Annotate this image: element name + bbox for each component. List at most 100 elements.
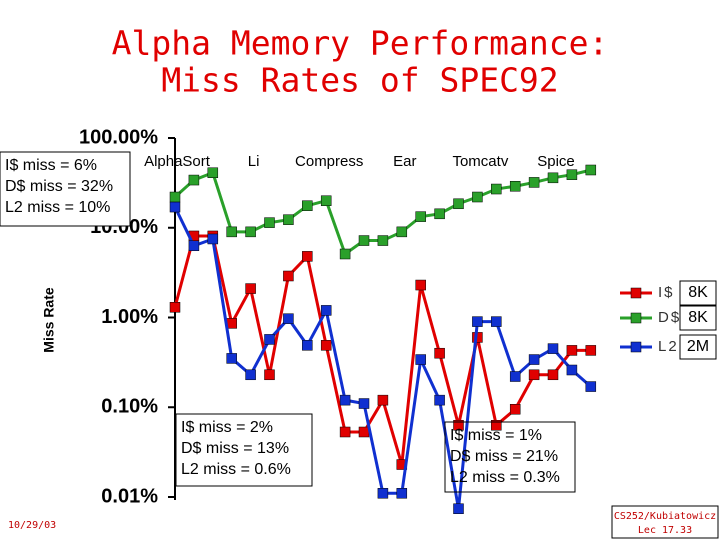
- data-point: [434, 347, 445, 359]
- data-point: [169, 201, 181, 213]
- data-point: [434, 394, 445, 406]
- data-point: [302, 200, 313, 211]
- data-point: [547, 369, 559, 381]
- data-point: [226, 353, 237, 364]
- data-point: [491, 183, 502, 195]
- data-point: [396, 226, 408, 238]
- data-point: [585, 164, 597, 176]
- legend-size-box: [679, 280, 717, 306]
- data-point: [320, 195, 332, 206]
- legend-size: 8K: [688, 309, 708, 326]
- data-point: [339, 248, 351, 260]
- annotation-text: D$ miss = 21%: [450, 448, 558, 465]
- data-point: [547, 343, 559, 354]
- data-point: [453, 503, 464, 514]
- data-point: [283, 214, 294, 225]
- x-category-label: Li: [248, 153, 260, 170]
- legend-size-box: [679, 334, 717, 360]
- legend-marker: [630, 341, 642, 353]
- title-line: Alpha Memory Performance:: [112, 24, 609, 63]
- data-point: [264, 217, 275, 228]
- data-point: [528, 177, 540, 188]
- data-point: [169, 302, 181, 313]
- footer-lecture: Lec 17.33: [638, 525, 692, 536]
- title-line: Miss Rates of SPEC92: [161, 61, 558, 100]
- data-point: [339, 426, 351, 438]
- data-point: [207, 233, 219, 245]
- data-point: [566, 169, 578, 180]
- y-tick-label: 0.01%: [101, 485, 158, 507]
- legend-label: I$: [658, 284, 675, 301]
- annotation-box: [0, 151, 131, 227]
- data-point: [491, 420, 502, 431]
- data-point: [302, 340, 313, 351]
- data-point: [472, 191, 483, 203]
- data-point: [188, 240, 200, 252]
- data-point: [207, 167, 219, 179]
- data-point: [377, 235, 389, 246]
- x-category-label: Spice: [537, 153, 575, 170]
- y-tick-label: 0.10%: [101, 396, 158, 418]
- data-point: [415, 211, 426, 222]
- legend-size: 2M: [687, 338, 709, 355]
- footer-box: [611, 505, 719, 539]
- data-point: [434, 208, 445, 220]
- data-point: [283, 270, 294, 282]
- y-axis-label: Miss Rate: [41, 287, 57, 353]
- legend-label: D$: [658, 309, 681, 326]
- data-point: [453, 420, 464, 431]
- annotation-text: L2 miss = 0.3%: [450, 469, 560, 486]
- x-category-label: AlphaSort: [144, 153, 211, 170]
- annotation-text: I$ miss = 6%: [5, 157, 97, 174]
- data-point: [377, 488, 389, 499]
- y-tick-label: 1.00%: [101, 306, 158, 328]
- x-category-label: Compress: [295, 153, 363, 170]
- data-point: [453, 198, 464, 210]
- data-point: [547, 172, 559, 184]
- data-point: [245, 226, 256, 238]
- data-point: [585, 381, 597, 392]
- data-point: [358, 235, 370, 246]
- x-category-label: Ear: [393, 153, 416, 170]
- annotation-box: [175, 413, 313, 487]
- data-point: [377, 394, 389, 406]
- data-point: [566, 364, 578, 376]
- annotation-box: [444, 421, 576, 493]
- data-point: [528, 369, 540, 381]
- data-point: [415, 354, 426, 365]
- data-point: [358, 426, 370, 438]
- data-point: [415, 279, 426, 291]
- legend-size-box: [679, 305, 717, 331]
- annotation-text: D$ miss = 13%: [181, 440, 289, 457]
- y-tick-label: 100.00%: [79, 126, 158, 148]
- data-point: [245, 283, 256, 294]
- data-point: [245, 369, 256, 381]
- legend-marker: [630, 312, 642, 324]
- footer-date: 10/29/03: [8, 520, 56, 531]
- data-point: [585, 345, 597, 356]
- data-point: [264, 334, 275, 345]
- data-point: [320, 305, 332, 316]
- data-point: [528, 354, 540, 365]
- data-point: [509, 403, 521, 415]
- annotation-text: L2 miss = 0.6%: [181, 461, 291, 478]
- data-point: [509, 180, 521, 192]
- annotation-text: L2 miss = 10%: [5, 199, 110, 216]
- data-point: [358, 398, 370, 409]
- data-point: [302, 251, 313, 262]
- data-point: [188, 174, 200, 186]
- x-category-label: Tomcatv: [452, 153, 508, 170]
- data-point: [264, 369, 275, 381]
- data-point: [283, 313, 294, 324]
- data-point: [472, 316, 483, 327]
- legend-label: L2: [658, 338, 679, 355]
- data-point: [169, 191, 181, 203]
- footer-course: CS252/Kubiatowicz: [614, 511, 716, 522]
- data-point: [226, 226, 237, 238]
- data-point: [566, 345, 578, 356]
- annotation-text: I$ miss = 2%: [181, 419, 273, 436]
- data-point: [339, 394, 351, 406]
- annotation-text: I$ miss = 1%: [450, 427, 542, 444]
